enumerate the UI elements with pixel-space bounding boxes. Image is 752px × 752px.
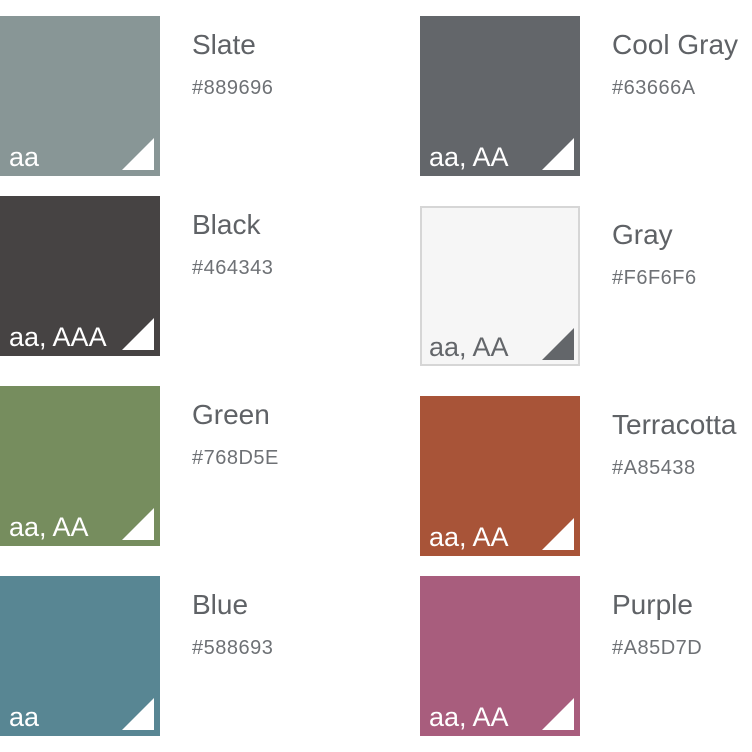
contrast-rating-label: aa — [9, 142, 40, 172]
corner-triangle-icon — [542, 698, 574, 730]
color-swatch: aa, AA — [420, 396, 580, 556]
color-swatch: aa — [0, 576, 160, 736]
color-hex-code: #F6F6F6 — [612, 267, 697, 289]
color-hex-code: #A85D7D — [612, 637, 703, 659]
contrast-rating-label: aa, AA — [429, 332, 509, 362]
corner-triangle-icon — [122, 508, 154, 540]
color-hex-code: #889696 — [192, 77, 274, 99]
color-name: Green — [192, 399, 270, 430]
color-name: Cool Gray — [612, 29, 739, 60]
color-swatch: aa, AA — [420, 206, 580, 366]
color-hex-code: #588693 — [192, 637, 274, 659]
color-swatch: aa, AA — [420, 576, 580, 736]
color-swatch: aa, AA — [0, 386, 160, 546]
color-name: Terracotta — [612, 409, 737, 440]
color-name: Black — [192, 209, 261, 240]
color-swatch: aa, AA — [420, 16, 580, 176]
color-name: Purple — [612, 589, 693, 620]
contrast-rating-label: aa, AA — [429, 702, 509, 732]
corner-triangle-icon — [122, 138, 154, 170]
contrast-rating-label: aa, AA — [429, 522, 509, 552]
color-swatch: aa, AAA — [0, 196, 160, 356]
corner-triangle-icon — [542, 328, 574, 360]
color-name: Slate — [192, 29, 256, 60]
color-name: Blue — [192, 589, 249, 620]
contrast-rating-label: aa — [9, 702, 40, 732]
color-hex-code: #768D5E — [192, 447, 279, 469]
corner-triangle-icon — [542, 518, 574, 550]
color-swatch: aa — [0, 16, 160, 176]
color-hex-code: #63666A — [612, 77, 696, 99]
corner-triangle-icon — [122, 318, 154, 350]
corner-triangle-icon — [542, 138, 574, 170]
color-name: Gray — [612, 219, 673, 250]
contrast-rating-label: aa, AA — [429, 142, 509, 172]
color-hex-code: #A85438 — [612, 457, 696, 479]
color-hex-code: #464343 — [192, 257, 274, 279]
contrast-rating-label: aa, AA — [9, 512, 89, 542]
corner-triangle-icon — [122, 698, 154, 730]
contrast-rating-label: aa, AAA — [9, 322, 107, 352]
